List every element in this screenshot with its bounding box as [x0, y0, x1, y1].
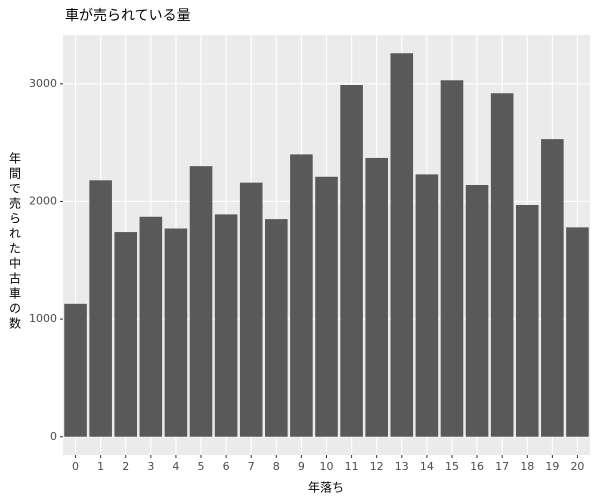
x-tick-label: 6 [223, 460, 230, 473]
bar [214, 214, 238, 437]
x-tick-label: 3 [147, 460, 154, 473]
y-axis-title: 年間で売られた中古車の数 [8, 152, 22, 332]
bar [440, 80, 464, 437]
x-tick-label: 8 [273, 460, 280, 473]
y-tick-label: 3000 [29, 77, 57, 90]
bar [290, 154, 313, 437]
x-tick-label: 2 [122, 460, 129, 473]
x-tick-label: 11 [345, 460, 359, 473]
x-tick-label: 18 [520, 460, 534, 473]
bar [164, 228, 188, 437]
bar [139, 216, 163, 437]
x-tick-label: 10 [320, 460, 334, 473]
bar [340, 85, 363, 437]
y-tick-label: 1000 [29, 312, 57, 325]
bar [315, 176, 338, 437]
x-tick-label: 9 [298, 460, 305, 473]
x-tick-label: 19 [545, 460, 559, 473]
x-tick-label: 17 [495, 460, 509, 473]
bar [465, 185, 489, 437]
bar [515, 205, 539, 437]
bar [114, 232, 138, 437]
y-tick-label: 0 [50, 430, 57, 443]
bar [239, 182, 263, 437]
x-tick-label: 15 [445, 460, 459, 473]
x-tick-label: 1 [97, 460, 104, 473]
bar [390, 53, 414, 437]
x-tick-label: 4 [172, 460, 179, 473]
y-tick-label: 2000 [29, 194, 57, 207]
chart-title: 車が売られている量 [65, 7, 191, 24]
bar [541, 139, 564, 437]
bar [566, 227, 589, 437]
bar [415, 174, 439, 437]
x-tick-label: 5 [198, 460, 205, 473]
bar [89, 180, 112, 437]
x-axis-title: 年落ち [308, 481, 344, 495]
x-tick-label: 0 [72, 460, 79, 473]
bar [64, 303, 87, 437]
bar [365, 157, 388, 437]
bar [490, 93, 514, 437]
x-tick-label: 20 [570, 460, 584, 473]
x-tick-label: 13 [395, 460, 409, 473]
bar [265, 219, 288, 437]
x-tick-label: 7 [248, 460, 255, 473]
x-tick-label: 12 [370, 460, 384, 473]
bar [189, 166, 213, 437]
x-tick-label: 16 [470, 460, 484, 473]
x-tick-label: 14 [420, 460, 434, 473]
